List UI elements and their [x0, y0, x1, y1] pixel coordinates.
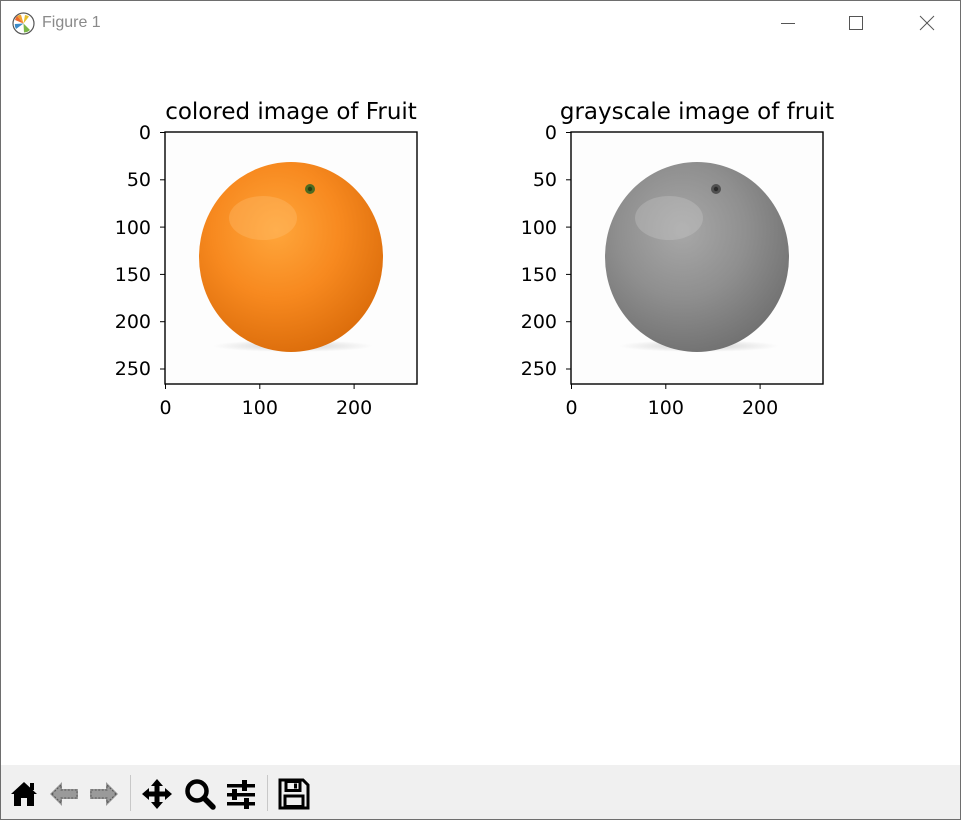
back-button[interactable] — [47, 777, 81, 811]
x-tick-label: 200 — [742, 397, 778, 419]
home-icon — [11, 782, 37, 806]
close-button[interactable] — [904, 1, 950, 46]
y-axis: 0 50 100 150 200 250 — [115, 122, 165, 380]
x-tick-label: 100 — [648, 397, 684, 419]
x-tick-label: 200 — [336, 397, 372, 419]
y-tick-label: 150 — [115, 264, 151, 286]
y-tick-label: 250 — [115, 358, 151, 380]
x-tick-label: 100 — [242, 397, 278, 419]
maximize-icon — [849, 16, 863, 30]
y-tick-label: 0 — [545, 122, 557, 144]
y-tick-label: 50 — [533, 169, 557, 191]
toolbar-separator — [130, 775, 131, 811]
forward-arrow-icon — [90, 782, 118, 806]
configure-subplots-icon — [227, 780, 255, 809]
home-button[interactable] — [7, 777, 41, 811]
pan-button[interactable] — [140, 777, 174, 811]
orange-image — [199, 162, 383, 352]
title-bar[interactable]: Figure 1 — [1, 1, 960, 46]
y-tick-label: 100 — [115, 217, 151, 239]
y-tick-label: 250 — [521, 358, 557, 380]
maximize-button[interactable] — [833, 1, 879, 46]
y-tick-label: 200 — [115, 311, 151, 333]
save-icon — [278, 778, 310, 810]
matplotlib-logo-icon — [12, 12, 35, 35]
subplot-title: grayscale image of fruit — [560, 99, 834, 125]
window-title: Figure 1 — [42, 14, 101, 31]
zoom-icon — [185, 779, 216, 810]
grayscale-orange-image — [605, 162, 789, 352]
subplot-grayscale: grayscale image of fruit — [521, 99, 834, 419]
y-axis: 0 50 100 150 200 250 — [521, 122, 571, 380]
x-tick-label: 0 — [565, 397, 577, 419]
y-tick-label: 0 — [139, 122, 151, 144]
figure-canvas[interactable]: colored image of Fruit 0 — [1, 46, 960, 765]
y-tick-label: 100 — [521, 217, 557, 239]
save-button[interactable] — [277, 777, 311, 811]
navigation-toolbar — [1, 765, 960, 819]
x-axis: 0 100 200 — [159, 384, 372, 419]
y-tick-label: 200 — [521, 311, 557, 333]
axes-frame — [164, 131, 418, 385]
close-icon — [919, 15, 935, 31]
zoom-button[interactable] — [183, 777, 217, 811]
minimize-button[interactable] — [765, 1, 811, 46]
y-tick-label: 150 — [521, 264, 557, 286]
x-axis: 0 100 200 — [565, 384, 778, 419]
subplot-title: colored image of Fruit — [165, 99, 417, 125]
y-tick-label: 50 — [127, 169, 151, 191]
subplot-colored: colored image of Fruit 0 — [115, 99, 418, 419]
minimize-icon — [781, 23, 795, 24]
back-arrow-icon — [50, 782, 78, 806]
toolbar-separator — [267, 775, 268, 811]
forward-button[interactable] — [87, 777, 121, 811]
configure-subplots-button[interactable] — [224, 777, 258, 811]
axes-frame — [570, 131, 824, 385]
x-tick-label: 0 — [159, 397, 171, 419]
pan-icon — [142, 779, 172, 809]
